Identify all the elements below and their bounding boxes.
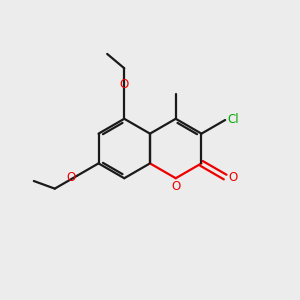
- Text: O: O: [120, 78, 129, 91]
- Text: Cl: Cl: [227, 113, 239, 127]
- Text: O: O: [229, 170, 238, 184]
- Text: O: O: [171, 180, 180, 193]
- Text: O: O: [66, 171, 75, 184]
